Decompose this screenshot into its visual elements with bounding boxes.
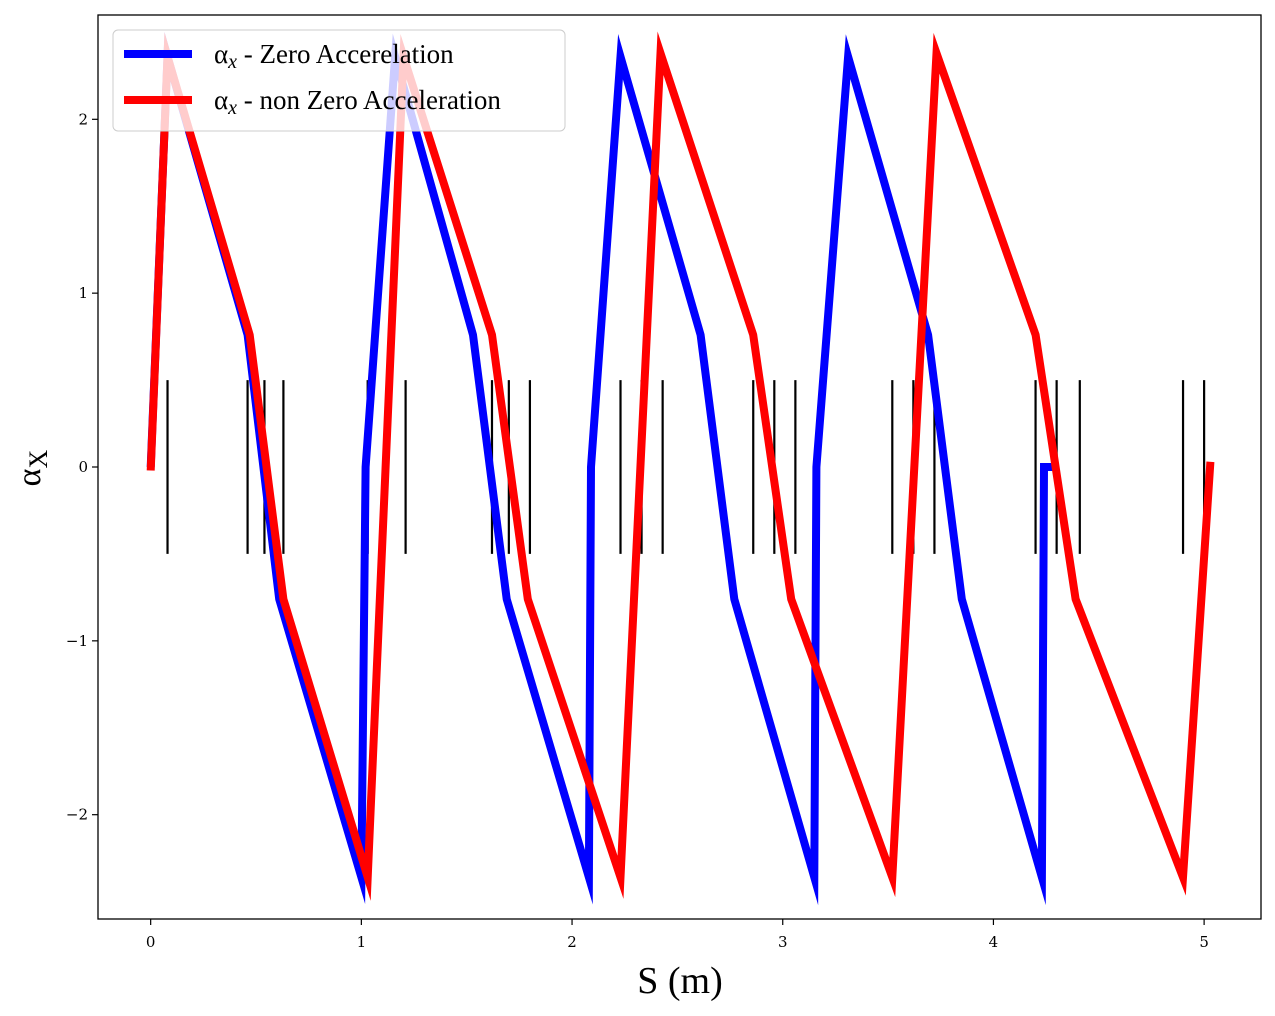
legend-box [112, 29, 566, 132]
y-tick-label-1: −1 [66, 632, 88, 650]
legend-label-1: αx - non Zero Acceleration [214, 85, 501, 119]
y-tick-label-3: 1 [78, 284, 88, 302]
x-axis-ticks: 0 1 2 3 4 5 [146, 919, 1209, 951]
x-tick-label-0: 0 [146, 933, 156, 951]
y-tick-label-2: 0 [78, 458, 88, 476]
x-tick-label-4: 4 [989, 933, 999, 951]
y-axis-ticks: −2 −1 0 1 2 [66, 110, 98, 824]
x-tick-label-2: 2 [567, 933, 577, 951]
x-tick-label-5: 5 [1199, 933, 1209, 951]
x-tick-label-1: 1 [357, 933, 367, 951]
series-line-0 [146, 31, 1057, 906]
plot-frame [97, 14, 1262, 920]
x-tick-label-3: 3 [778, 933, 788, 951]
x-axis-label: S (m) [637, 960, 723, 1002]
series-line-1 [146, 31, 1215, 901]
series-lines [146, 31, 1215, 906]
y-axis-label: αX [11, 449, 53, 486]
y-tick-label-0: −2 [66, 806, 88, 824]
legend-label-0: αx - Zero Accerelation [214, 39, 454, 73]
legend: αx - Zero Accerelation αx - non Zero Acce… [112, 29, 566, 132]
y-tick-label-4: 2 [78, 110, 88, 128]
